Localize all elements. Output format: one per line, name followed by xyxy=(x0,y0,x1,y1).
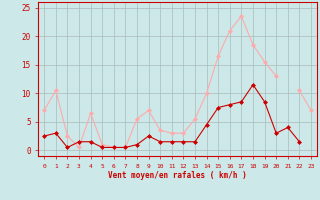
X-axis label: Vent moyen/en rafales ( km/h ): Vent moyen/en rafales ( km/h ) xyxy=(108,171,247,180)
